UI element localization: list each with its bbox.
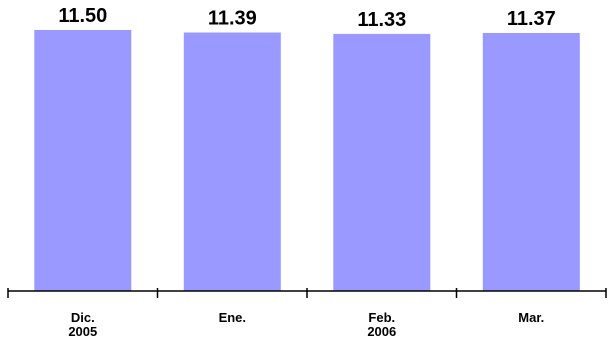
category-tick-label: Feb. xyxy=(368,310,395,325)
bars-group xyxy=(34,30,580,292)
category-tick-label: 2006 xyxy=(367,324,396,339)
x-axis-ticks xyxy=(7,288,607,298)
bar-value-label: 11.33 xyxy=(357,9,406,31)
bar xyxy=(183,32,281,291)
bar-value-label: 11.50 xyxy=(58,5,107,27)
bar-value-label: 11.37 xyxy=(507,8,556,30)
bar xyxy=(482,33,580,291)
category-tick-label: Ene. xyxy=(219,310,246,325)
bar xyxy=(333,33,431,292)
bar-value-label: 11.39 xyxy=(208,8,257,30)
bar xyxy=(34,30,132,291)
category-tick-label: Dic. xyxy=(71,310,95,325)
value-labels-group: 11.50 11.39 11.33 11.37 xyxy=(58,5,555,31)
category-tick-label: 2005 xyxy=(68,324,97,339)
category-labels-group: Dic.2005 Ene. Feb.2006 Mar. xyxy=(68,310,544,339)
category-tick-label: Mar. xyxy=(518,310,544,325)
